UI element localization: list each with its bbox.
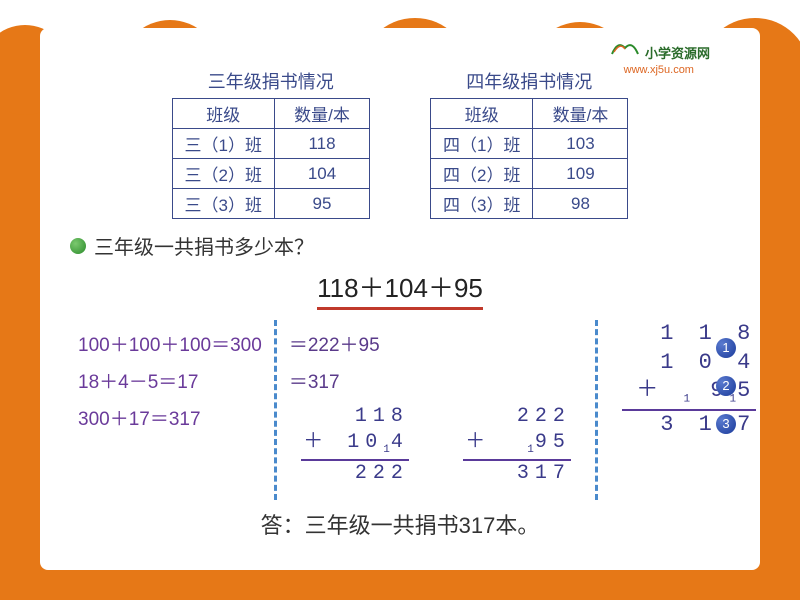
table-right: 四年级捐书情况 班级数量/本 四（1）班103 四（2）班109 四（3）班98: [430, 68, 628, 219]
tables-row: 三年级捐书情况 班级数量/本 三（1）班118 三（2）班104 三（3）班95…: [70, 68, 730, 219]
method-1: 100＋100＋100＝300 18＋4－5＝17 300＋17＝317: [70, 320, 270, 500]
calc-line: 300＋17＝317: [78, 404, 262, 431]
divider: [274, 320, 277, 500]
table-left: 三年级捐书情况 班级数量/本 三（1）班118 三（2）班104 三（3）班95: [172, 68, 370, 219]
logo-url: www.xj5u.com: [624, 64, 694, 76]
answer-line: 答：三年级一共捐书317本。: [70, 508, 730, 540]
table-left-title: 三年级捐书情况: [172, 68, 370, 94]
method-3: 1 1 8 1 0 4 ＋ 1 915 3 1 7: [602, 320, 776, 500]
vertical-addition: 222 ＋ 195 317: [463, 404, 571, 487]
table-left-grid: 班级数量/本 三（1）班118 三（2）班104 三（3）班95: [172, 98, 370, 219]
table-row: 三（1）班118: [172, 129, 369, 159]
question-line: 三年级一共捐书多少本？: [70, 231, 730, 260]
vertical-addition: 118 ＋ 1014 222: [301, 404, 409, 487]
logo-icon: [608, 36, 642, 58]
table-row: 班级数量/本: [431, 99, 628, 129]
table-row: 三（3）班95: [172, 189, 369, 219]
step-marker: 1: [716, 338, 736, 358]
calc-line: 100＋100＋100＝300: [78, 330, 262, 357]
question-text: 三年级一共捐书多少本？: [94, 231, 314, 260]
table-row: 四（3）班98: [431, 189, 628, 219]
bullet-icon: [70, 238, 86, 254]
vertical-addition: 1 1 8 1 0 4 ＋ 1 915 3 1 7: [622, 320, 756, 439]
logo: 小学资源网 www.xj5u.com: [608, 36, 710, 76]
calc-line: ＝222＋95: [289, 330, 583, 357]
step-marker: 3: [716, 414, 736, 434]
table-row: 四（1）班103: [431, 129, 628, 159]
table-right-title: 四年级捐书情况: [430, 68, 628, 94]
work-area: 100＋100＋100＝300 18＋4－5＝17 300＋17＝317 ＝22…: [70, 320, 730, 500]
table-row: 四（2）班109: [431, 159, 628, 189]
table-right-grid: 班级数量/本 四（1）班103 四（2）班109 四（3）班98: [430, 98, 628, 219]
calc-line: 18＋4－5＝17: [78, 367, 262, 394]
main-expression-text: 118＋104＋95: [317, 268, 483, 310]
step-markers: 1 2 3: [716, 320, 736, 452]
slide-content: 小学资源网 www.xj5u.com 三年级捐书情况 班级数量/本 三（1）班1…: [40, 28, 760, 570]
main-expression: 118＋104＋95: [70, 268, 730, 310]
logo-text: 小学资源网: [645, 46, 710, 61]
divider: [595, 320, 598, 500]
step-marker: 2: [716, 376, 736, 396]
method-2: ＝222＋95 ＝317 118 ＋ 1014 222 222 ＋ 195 31…: [281, 320, 591, 500]
table-row: 班级数量/本: [172, 99, 369, 129]
calc-line: ＝317: [289, 367, 583, 394]
table-row: 三（2）班104: [172, 159, 369, 189]
